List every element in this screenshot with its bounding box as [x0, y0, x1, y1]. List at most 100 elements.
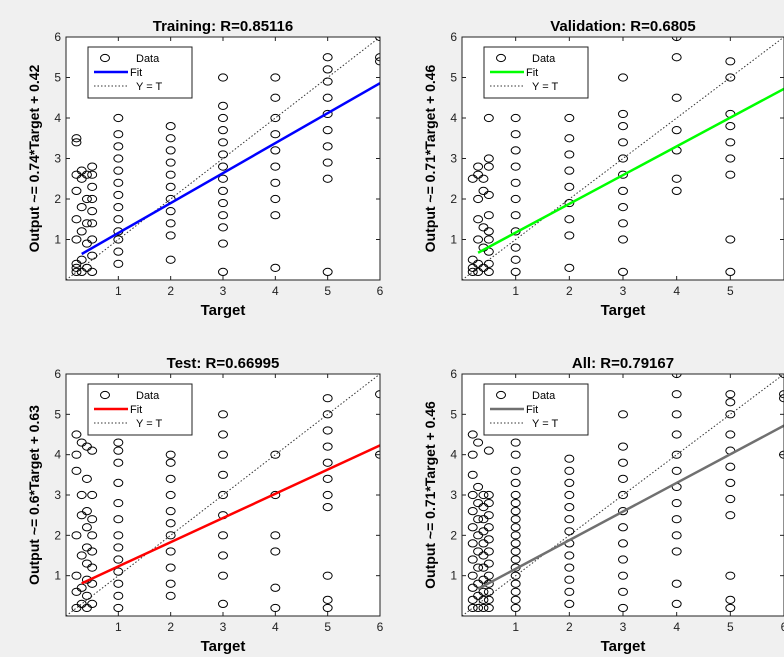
data-point — [218, 551, 228, 560]
data-point — [71, 466, 82, 475]
data-point — [510, 211, 521, 220]
data-point — [473, 515, 484, 524]
legend-label-identity: Y = T — [136, 418, 162, 430]
data-point — [473, 235, 484, 244]
x-tick-label: 1 — [512, 620, 519, 634]
plot-content — [462, 37, 784, 280]
data-point — [564, 551, 575, 560]
data-point — [113, 515, 124, 524]
data-point — [671, 186, 682, 195]
data-point — [564, 515, 575, 524]
data-point — [510, 595, 521, 604]
data-point — [473, 170, 484, 179]
data-point — [165, 170, 176, 179]
data-point — [165, 207, 176, 216]
data-point — [725, 267, 736, 276]
data-point — [218, 162, 228, 171]
data-point — [113, 142, 124, 151]
data-point — [725, 478, 736, 487]
data-point — [87, 563, 98, 572]
data-point — [113, 247, 124, 256]
data-point — [322, 142, 333, 151]
legend: Data Fit Y = T — [87, 46, 193, 99]
data-point — [510, 603, 521, 613]
data-point — [618, 442, 628, 451]
plot-content — [462, 374, 784, 616]
data-point — [165, 547, 176, 556]
data-point — [113, 130, 124, 139]
data-point — [71, 571, 82, 580]
data-point — [510, 146, 521, 155]
legend-marker-data — [496, 53, 506, 63]
y-tick-label: 3 — [450, 152, 457, 166]
data-point — [322, 158, 333, 167]
data-point — [564, 527, 575, 536]
data-point — [473, 194, 484, 204]
data-point — [483, 446, 494, 455]
x-tick-label: 6 — [377, 620, 384, 634]
legend-label-fit: Fit — [526, 67, 538, 79]
data-point — [483, 535, 494, 544]
data-point — [510, 194, 521, 204]
data-point — [725, 138, 736, 147]
data-point — [779, 394, 784, 403]
data-point — [564, 215, 575, 224]
data-point — [165, 507, 176, 516]
plot-title: Training: R=0.85116 — [153, 18, 294, 35]
data-point — [113, 458, 124, 467]
data-point — [270, 547, 281, 556]
y-axis-label: Output ~= 0.71*Target + 0.46 — [422, 64, 438, 252]
data-point — [510, 178, 521, 187]
data-point — [671, 498, 682, 508]
data-point — [725, 73, 736, 82]
data-point — [270, 450, 281, 459]
data-point — [165, 122, 176, 131]
plot-title: All: R=0.79167 — [572, 355, 674, 372]
x-tick-label: 3 — [620, 284, 627, 298]
data-point — [270, 211, 281, 220]
plot-panel-4: All: R=0.79167 1 2 3 4 5 6 1 2 3 4 5 6 Target Output ~… — [422, 355, 784, 655]
data-point — [113, 478, 124, 487]
data-point — [270, 583, 281, 592]
y-tick-label: 4 — [450, 448, 457, 462]
data-point — [510, 466, 521, 475]
data-point — [510, 438, 521, 447]
data-point — [510, 498, 521, 508]
y-tick-label: 2 — [450, 528, 457, 542]
data-point — [725, 571, 736, 580]
data-point — [322, 490, 333, 500]
y-tick-label: 5 — [54, 407, 61, 421]
data-point — [473, 162, 484, 171]
data-point — [618, 490, 628, 500]
data-point — [165, 519, 176, 528]
data-point — [270, 194, 281, 204]
data-point — [113, 498, 124, 508]
data-point — [71, 450, 82, 459]
data-point — [510, 490, 521, 500]
data-point — [113, 438, 124, 447]
x-tick-label: 4 — [673, 284, 680, 298]
plot-panel-3: Test: R=0.66995 1 2 3 4 5 6 1 2 3 4 5 6 Target Output … — [26, 355, 384, 655]
identity-line — [462, 374, 784, 616]
y-tick-label: 3 — [450, 488, 457, 502]
data-point — [467, 523, 478, 532]
data-point — [618, 109, 628, 119]
data-point — [725, 57, 736, 66]
fit-line — [81, 444, 380, 585]
data-point — [478, 595, 489, 604]
data-point — [671, 466, 682, 475]
data-point — [71, 134, 82, 143]
data-point — [87, 599, 98, 609]
data-point — [564, 454, 575, 463]
data-point — [165, 474, 176, 483]
axes-frame — [65, 36, 381, 281]
data-point — [618, 154, 628, 163]
data-point — [483, 523, 494, 532]
data-point — [564, 198, 575, 208]
data-point — [618, 203, 628, 212]
data-point — [218, 186, 228, 195]
data-point — [113, 259, 124, 268]
data-point — [725, 511, 736, 520]
data-point — [81, 507, 92, 516]
data-point — [87, 207, 98, 216]
